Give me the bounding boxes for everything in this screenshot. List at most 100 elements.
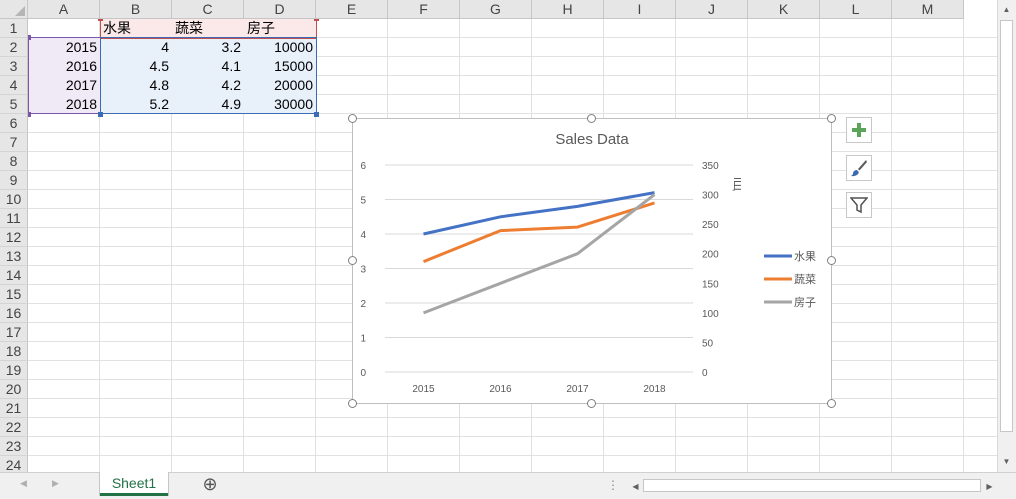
row-header-6[interactable]: 6 xyxy=(0,114,28,133)
row-header-24[interactable]: 24 xyxy=(0,456,28,472)
cell-B5[interactable]: 5.2 xyxy=(149,96,169,112)
row-header-1[interactable]: 1 xyxy=(0,19,28,38)
chart-resize-handle[interactable] xyxy=(348,114,357,123)
chart-styles-button[interactable] xyxy=(846,155,872,181)
cell-B2[interactable]: 4 xyxy=(161,39,169,55)
row-header-23[interactable]: 23 xyxy=(0,437,28,456)
worksheet-grid[interactable]: 水果 蔬菜 房子 2015 4 3.2 10000 2016 4.5 4.1 1… xyxy=(0,0,997,472)
series-line-水果[interactable] xyxy=(423,191,655,236)
left-axis-tick-label: 3 xyxy=(360,265,366,276)
cell-A4[interactable]: 2017 xyxy=(65,77,97,93)
row-header-22[interactable]: 22 xyxy=(0,418,28,437)
row-header-18[interactable]: 18 xyxy=(0,342,28,361)
chart-resize-handle[interactable] xyxy=(827,256,836,265)
sheet-tab-sheet1[interactable]: Sheet1 xyxy=(100,472,168,496)
cell-D4[interactable]: 20000 xyxy=(274,77,313,93)
column-header-g[interactable]: G xyxy=(460,0,532,19)
horizontal-scrollbar[interactable]: ◀ ▶ xyxy=(627,478,998,494)
row-header-11[interactable]: 11 xyxy=(0,209,28,228)
range-handle[interactable] xyxy=(314,112,319,117)
row-header-21[interactable]: 21 xyxy=(0,399,28,418)
chart-elements-button[interactable] xyxy=(846,117,872,143)
row-header-5[interactable]: 5 xyxy=(0,95,28,114)
cell-C5[interactable]: 4.9 xyxy=(221,96,241,112)
row-header-4[interactable]: 4 xyxy=(0,76,28,95)
column-header-l[interactable]: L xyxy=(820,0,892,19)
scroll-up-button[interactable]: ▲ xyxy=(998,1,1015,18)
chart-resize-handle[interactable] xyxy=(587,114,596,123)
row-header-9[interactable]: 9 xyxy=(0,171,28,190)
chart-resize-handle[interactable] xyxy=(587,399,596,408)
row-header-2[interactable]: 2 xyxy=(0,38,28,57)
column-header-e[interactable]: E xyxy=(316,0,388,19)
range-handle[interactable] xyxy=(26,35,31,40)
scroll-left-button[interactable]: ◀ xyxy=(627,478,644,494)
column-header-d[interactable]: D xyxy=(244,0,316,19)
row-header-3[interactable]: 3 xyxy=(0,57,28,76)
select-all-corner[interactable] xyxy=(0,0,28,19)
vertical-scroll-thumb[interactable] xyxy=(1000,20,1013,432)
cell-C4[interactable]: 4.2 xyxy=(221,77,241,93)
chart-resize-handle[interactable] xyxy=(348,256,357,265)
row-header-7[interactable]: 7 xyxy=(0,133,28,152)
prev-sheet-button[interactable]: ◀ xyxy=(20,478,27,489)
legend-entry[interactable]: 房子 xyxy=(794,296,816,309)
cell-B4[interactable]: 4.8 xyxy=(149,77,169,93)
row-header-14[interactable]: 14 xyxy=(0,266,28,285)
column-header-c[interactable]: C xyxy=(172,0,244,19)
vertical-scrollbar[interactable]: ▲ ▼ xyxy=(997,0,1016,472)
splitter-dots-icon[interactable]: ⋮ xyxy=(607,478,619,492)
add-sheet-button[interactable]: ⊕ xyxy=(201,475,219,493)
highlight-values-range xyxy=(100,38,316,114)
cell-D1[interactable]: 房子 xyxy=(247,20,275,36)
legend-entry[interactable]: 蔬菜 xyxy=(794,273,816,286)
row-header-17[interactable]: 17 xyxy=(0,323,28,342)
series-line-房子[interactable] xyxy=(422,193,656,315)
chart-filters-button[interactable] xyxy=(846,192,872,218)
column-header-b[interactable]: B xyxy=(100,0,172,19)
cell-C1[interactable]: 蔬菜 xyxy=(175,20,203,36)
chart-resize-handle[interactable] xyxy=(827,114,836,123)
row-header-10[interactable]: 10 xyxy=(0,190,28,209)
column-header-f[interactable]: F xyxy=(388,0,460,19)
row-header-19[interactable]: 19 xyxy=(0,361,28,380)
chart[interactable]: Sales Data IЩ 0 1 2 3 4 5 6 0 50 100 150 200 250 300… xyxy=(352,118,832,404)
chart-title[interactable]: Sales Data xyxy=(555,131,629,148)
next-sheet-button[interactable]: ▶ xyxy=(52,478,59,489)
series-line-蔬菜[interactable] xyxy=(422,201,655,263)
left-axis-tick-label: 6 xyxy=(360,161,366,172)
cell-C3[interactable]: 4.1 xyxy=(221,58,241,74)
chart-resize-handle[interactable] xyxy=(827,399,836,408)
cell-A2[interactable]: 2015 xyxy=(65,39,97,55)
column-header-a[interactable]: A xyxy=(28,0,100,19)
left-axis-tick-label: 2 xyxy=(360,299,366,310)
scroll-down-button[interactable]: ▼ xyxy=(998,453,1015,470)
column-header-h[interactable]: H xyxy=(532,0,604,19)
row-header-8[interactable]: 8 xyxy=(0,152,28,171)
legend-entry[interactable]: 水果 xyxy=(794,250,816,263)
range-handle[interactable] xyxy=(26,112,31,117)
cell-D2[interactable]: 10000 xyxy=(274,39,313,55)
horizontal-scroll-thumb[interactable] xyxy=(643,479,981,492)
column-header-m[interactable]: M xyxy=(892,0,964,19)
cell-B1[interactable]: 水果 xyxy=(103,20,131,36)
row-header-13[interactable]: 13 xyxy=(0,247,28,266)
row-header-12[interactable]: 12 xyxy=(0,228,28,247)
plus-icon xyxy=(852,123,866,137)
right-axis-tick-label: 100 xyxy=(702,309,719,320)
range-handle[interactable] xyxy=(98,112,103,117)
column-header-j[interactable]: J xyxy=(676,0,748,19)
cell-A5[interactable]: 2018 xyxy=(65,96,97,112)
row-header-15[interactable]: 15 xyxy=(0,285,28,304)
scroll-right-button[interactable]: ▶ xyxy=(981,478,998,494)
cell-B3[interactable]: 4.5 xyxy=(149,58,169,74)
cell-A3[interactable]: 2016 xyxy=(65,58,97,74)
cell-D5[interactable]: 30000 xyxy=(274,96,313,112)
cell-C2[interactable]: 3.2 xyxy=(221,39,241,55)
row-header-20[interactable]: 20 xyxy=(0,380,28,399)
chart-resize-handle[interactable] xyxy=(348,399,357,408)
column-header-i[interactable]: I xyxy=(604,0,676,19)
row-header-16[interactable]: 16 xyxy=(0,304,28,323)
column-header-k[interactable]: K xyxy=(748,0,820,19)
cell-D3[interactable]: 15000 xyxy=(274,58,313,74)
